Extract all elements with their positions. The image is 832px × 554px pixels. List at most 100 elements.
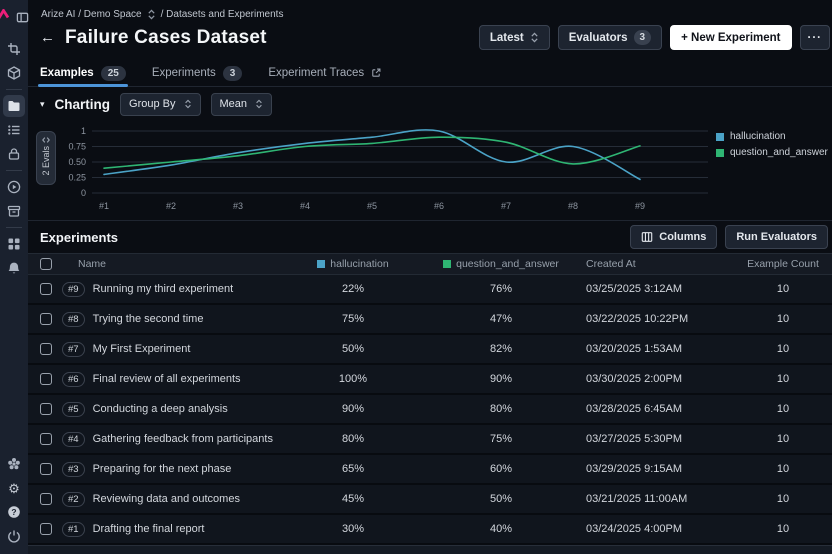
sidebar-divider — [6, 227, 22, 228]
column-header-question-and-answer[interactable]: question_and_answer — [418, 258, 584, 270]
experiment-name: My First Experiment — [93, 343, 191, 355]
play-circle-icon[interactable] — [3, 176, 25, 198]
row-checkbox[interactable] — [40, 403, 52, 415]
column-header-hallucination[interactable]: hallucination — [288, 258, 418, 270]
select-all-checkbox[interactable] — [40, 258, 52, 270]
qa-score: 47% — [418, 313, 584, 325]
column-header-name[interactable]: Name — [62, 258, 288, 270]
legend-swatch — [716, 149, 724, 157]
charting-title: Charting — [55, 97, 111, 112]
table-row[interactable]: #2Reviewing data and outcomes45%50%03/21… — [28, 485, 832, 515]
example-count: 10 — [734, 373, 832, 385]
breadcrumb: Arize AI / Demo Space / Datasets and Exp… — [28, 0, 832, 20]
cube-icon[interactable] — [3, 62, 25, 84]
example-count: 10 — [734, 523, 832, 535]
row-checkbox[interactable] — [40, 433, 52, 445]
archive-icon[interactable] — [3, 200, 25, 222]
gear-icon[interactable]: ⚙ — [3, 477, 25, 499]
svg-text:0.25: 0.25 — [68, 173, 86, 183]
qa-score: 75% — [418, 433, 584, 445]
chevron-updown-icon — [184, 99, 192, 109]
experiment-id-badge: #4 — [62, 432, 85, 447]
table-row[interactable]: #7My First Experiment50%82%03/20/2025 1:… — [28, 335, 832, 365]
chevron-updown-icon — [530, 32, 539, 43]
column-header-example-count[interactable]: Example Count — [734, 258, 832, 270]
table-row[interactable]: #9Running my third experiment22%76%03/25… — [28, 275, 832, 305]
latest-select[interactable]: Latest — [479, 25, 550, 50]
bell-icon[interactable] — [3, 257, 25, 279]
power-icon[interactable] — [3, 525, 25, 547]
charting-header: ▾ Charting Group By Mean — [28, 87, 832, 121]
columns-icon — [641, 231, 653, 243]
folder-icon[interactable] — [3, 95, 25, 117]
chevron-updown-icon — [255, 99, 263, 109]
row-checkbox[interactable] — [40, 523, 52, 535]
experiments-count-badge: 3 — [223, 66, 243, 81]
arize-logo[interactable] — [0, 6, 13, 28]
lock-icon[interactable] — [3, 143, 25, 165]
legend-label: question_and_answer — [730, 147, 828, 158]
evaluators-button[interactable]: Evaluators 3 — [558, 25, 662, 50]
legend-item[interactable]: hallucination — [716, 131, 828, 142]
tab-experiment-traces[interactable]: Experiment Traces — [268, 60, 381, 86]
help-icon[interactable]: ? — [3, 501, 25, 523]
columns-button[interactable]: Columns — [630, 225, 717, 249]
chart-region: 2 Evals 10.750.500.250#1#2#3#4#5#6#7#8#9… — [28, 121, 832, 221]
svg-text:#1: #1 — [99, 201, 109, 211]
row-checkbox[interactable] — [40, 343, 52, 355]
hallucination-score: 80% — [288, 433, 418, 445]
example-count: 10 — [734, 433, 832, 445]
row-checkbox[interactable] — [40, 283, 52, 295]
row-checkbox[interactable] — [40, 373, 52, 385]
row-checkbox[interactable] — [40, 493, 52, 505]
hallucination-swatch — [317, 260, 325, 268]
legend-item[interactable]: question_and_answer — [716, 147, 828, 158]
run-evaluators-button[interactable]: Run Evaluators — [725, 225, 828, 249]
series-hallucination — [104, 130, 640, 180]
new-experiment-button[interactable]: + New Experiment — [670, 25, 791, 50]
breadcrumb-space[interactable]: Arize AI / Demo Space — [41, 9, 142, 20]
back-arrow-icon[interactable]: ← — [40, 29, 55, 46]
experiment-id-badge: #8 — [62, 312, 85, 327]
table-row[interactable]: #1Drafting the final report30%40%03/24/2… — [28, 515, 832, 545]
row-checkbox[interactable] — [40, 313, 52, 325]
aggregation-select[interactable]: Mean — [211, 93, 273, 116]
experiment-id-badge: #3 — [62, 462, 85, 477]
example-count: 10 — [734, 313, 832, 325]
hallucination-score: 100% — [288, 373, 418, 385]
qa-score: 90% — [418, 373, 584, 385]
table-row[interactable]: #6Final review of all experiments100%90%… — [28, 365, 832, 395]
evals-expander[interactable]: 2 Evals — [36, 131, 56, 185]
crop-icon[interactable] — [3, 38, 25, 60]
created-at: 03/29/2025 9:15AM — [584, 463, 734, 475]
table-row[interactable]: #8Trying the second time75%47%03/22/2025… — [28, 305, 832, 335]
tab-experiments[interactable]: Experiments 3 — [152, 60, 242, 86]
list-icon[interactable] — [3, 119, 25, 141]
svg-text:#5: #5 — [367, 201, 377, 211]
qa-score: 60% — [418, 463, 584, 475]
grid-icon[interactable] — [3, 233, 25, 255]
disclosure-triangle-icon[interactable]: ▾ — [40, 99, 45, 110]
chevron-updown-icon[interactable] — [147, 9, 156, 20]
active-tab-underline — [38, 84, 128, 87]
group-by-select[interactable]: Group By — [120, 93, 200, 116]
example-count: 10 — [734, 343, 832, 355]
experiment-name: Preparing for the next phase — [93, 463, 232, 475]
qa-score: 80% — [418, 403, 584, 415]
tab-examples[interactable]: Examples 25 — [40, 60, 126, 86]
table-row[interactable]: #3Preparing for the next phase65%60%03/2… — [28, 455, 832, 485]
table-row[interactable]: #4Gathering feedback from participants80… — [28, 425, 832, 455]
svg-text:#8: #8 — [568, 201, 578, 211]
flower-icon[interactable] — [3, 453, 25, 475]
created-at: 03/27/2025 5:30PM — [584, 433, 734, 445]
created-at: 03/20/2025 1:53AM — [584, 343, 734, 355]
evals-count-label: 2 Evals — [41, 146, 51, 176]
table-row[interactable]: #5Conducting a deep analysis90%80%03/28/… — [28, 395, 832, 425]
sidebar: ⚙ ? — [0, 0, 28, 554]
row-checkbox[interactable] — [40, 463, 52, 475]
svg-text:#4: #4 — [300, 201, 310, 211]
column-header-created-at[interactable]: Created At — [584, 258, 734, 270]
hallucination-score: 90% — [288, 403, 418, 415]
more-button[interactable]: ··· — [800, 25, 831, 50]
external-link-icon — [371, 68, 381, 78]
